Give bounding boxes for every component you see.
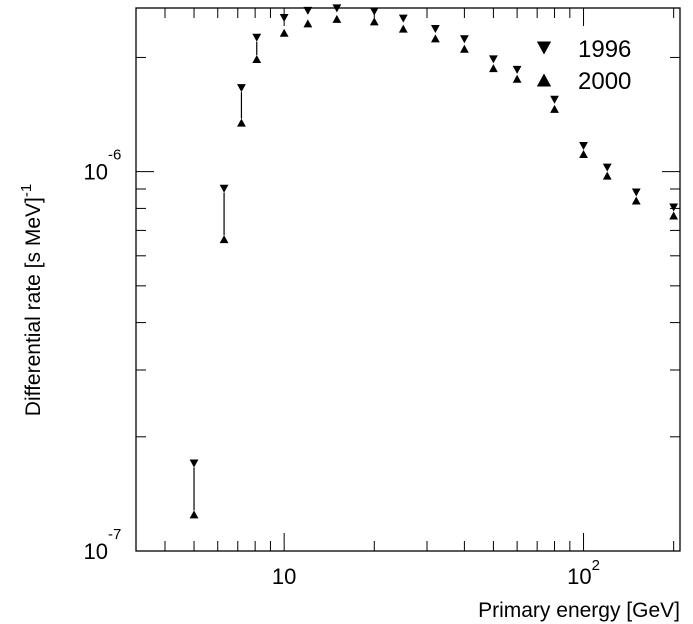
point-1996 bbox=[219, 184, 229, 193]
point-2000 bbox=[369, 17, 379, 26]
x-tick-label-base: 10 bbox=[272, 564, 296, 589]
axes bbox=[135, 7, 681, 552]
point-1996 bbox=[631, 188, 641, 197]
point-1996 bbox=[430, 24, 440, 33]
point-1996 bbox=[602, 163, 612, 172]
x-tick-label-base: 10 bbox=[567, 564, 591, 589]
y-axis-label-main: Differential rate [s MeV] bbox=[22, 197, 45, 416]
point-2000 bbox=[550, 104, 559, 113]
legend: 1996 2000 bbox=[536, 36, 631, 95]
y-axis-label-group: Differential rate [s MeV]-1 bbox=[18, 184, 45, 416]
legend-label-2000: 2000 bbox=[578, 68, 631, 95]
point-1996 bbox=[398, 14, 408, 23]
data-marks bbox=[189, 4, 679, 519]
point-1996 bbox=[252, 33, 262, 42]
point-1996 bbox=[303, 6, 313, 15]
point-2000 bbox=[631, 196, 641, 205]
point-2000 bbox=[332, 14, 342, 23]
legend-marker-2000 bbox=[536, 73, 552, 87]
point-2000 bbox=[459, 44, 469, 53]
x-axis-label: Primary energy [GeV] bbox=[478, 599, 680, 622]
point-2000 bbox=[303, 19, 313, 28]
point-2000 bbox=[512, 74, 522, 83]
point-2000 bbox=[237, 118, 246, 127]
point-2000 bbox=[602, 171, 612, 180]
y-axis-label-superscript: -1 bbox=[18, 184, 35, 197]
point-2000 bbox=[279, 28, 289, 37]
x-tick-label-exponent: 2 bbox=[592, 557, 600, 574]
point-2000 bbox=[579, 150, 588, 159]
y-tick-label-exponent: -7 bbox=[108, 526, 121, 543]
y-tick-label-exponent: -6 bbox=[108, 147, 121, 164]
point-2000 bbox=[430, 34, 440, 43]
point-2000 bbox=[669, 211, 679, 220]
point-1996 bbox=[279, 14, 289, 23]
point-1996 bbox=[669, 203, 679, 212]
point-1996 bbox=[369, 7, 379, 16]
point-2000 bbox=[189, 510, 199, 519]
y-tick-label-base: 10 bbox=[84, 160, 108, 185]
point-2000 bbox=[219, 235, 229, 244]
y-tick-label-base: 10 bbox=[84, 539, 108, 564]
x-tick-label: 10 bbox=[272, 564, 296, 589]
point-2000 bbox=[398, 24, 408, 33]
y-tick-label: 10 bbox=[84, 160, 108, 185]
point-1996 bbox=[332, 4, 342, 13]
point-2000 bbox=[252, 54, 262, 63]
point-1996 bbox=[489, 55, 498, 64]
plot-frame bbox=[135, 7, 681, 552]
point-1996 bbox=[512, 65, 522, 74]
y-tick-label: 10 bbox=[84, 539, 108, 564]
legend-label-1996: 1996 bbox=[578, 36, 631, 63]
y-axis-label: Differential rate [s MeV]-1 bbox=[18, 184, 45, 416]
point-1996 bbox=[189, 459, 199, 468]
legend-marker-1996 bbox=[536, 41, 552, 55]
point-1996 bbox=[459, 35, 469, 44]
point-1996 bbox=[579, 142, 588, 151]
tick-marks bbox=[136, 8, 680, 552]
x-tick-label: 102 bbox=[567, 557, 600, 589]
point-1996 bbox=[550, 95, 559, 104]
point-1996 bbox=[237, 84, 246, 93]
point-2000 bbox=[489, 64, 498, 73]
